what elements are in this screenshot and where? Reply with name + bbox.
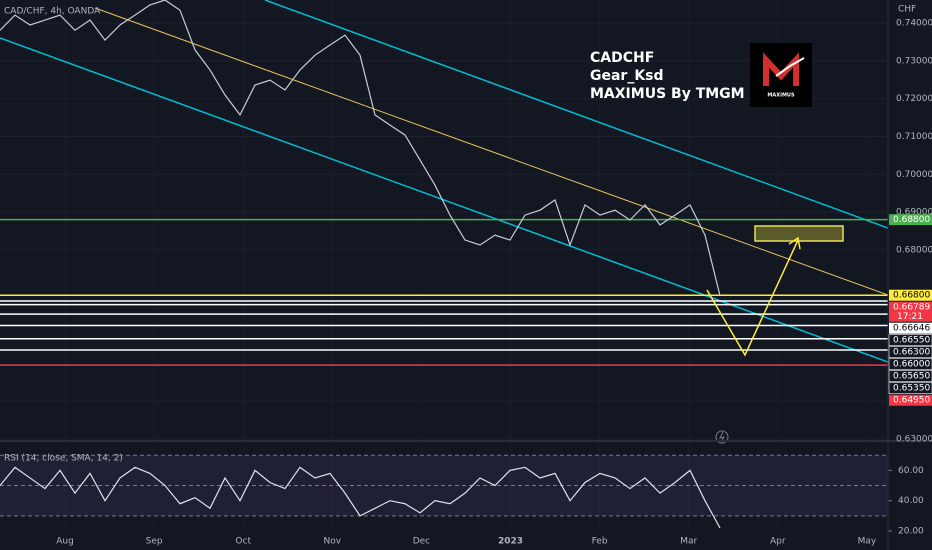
price-label: 0.66800 bbox=[893, 291, 930, 301]
projection-path bbox=[706, 239, 799, 357]
price-label: 0.64950 bbox=[893, 396, 930, 406]
annotation-line: Gear_Ksd bbox=[590, 68, 664, 84]
price-label-bg bbox=[888, 370, 932, 383]
x-tick-label: Oct bbox=[235, 537, 251, 547]
price-label: 0.66646 bbox=[893, 324, 930, 334]
price-label-bg bbox=[889, 394, 932, 406]
target-box bbox=[754, 225, 844, 242]
rsi-title: RSI (14, close, SMA, 14, 2) bbox=[4, 454, 123, 464]
channel-upper bbox=[264, 0, 888, 229]
axis-labels: 0.74000 0.73000 0.72000 0.71000 0.70000 0.690… bbox=[56, 19, 932, 547]
price-label-bg bbox=[889, 214, 932, 226]
logo: MAXIMUS bbox=[750, 43, 812, 107]
x-tick-label: Apr bbox=[770, 537, 786, 547]
price-label: 0.66550 bbox=[893, 336, 930, 346]
x-tick-label: Feb bbox=[592, 537, 608, 547]
price-label: 0.65650 bbox=[893, 372, 930, 382]
series-line bbox=[0, 0, 721, 296]
x-tick-label: Mar bbox=[680, 537, 697, 547]
x-tick-label: May bbox=[858, 537, 877, 547]
price-label-bg bbox=[889, 289, 932, 301]
trendline bbox=[94, 7, 888, 296]
x-tick-label: Aug bbox=[56, 537, 74, 547]
price-pane bbox=[0, 0, 721, 296]
logo-arrow bbox=[775, 57, 805, 77]
price-label-bg bbox=[888, 334, 932, 347]
y-tick-label: 0.74000 bbox=[896, 19, 932, 29]
price-label-bg bbox=[889, 301, 932, 322]
price-label-bg bbox=[888, 382, 932, 395]
icon-ring[interactable] bbox=[715, 430, 729, 444]
y-tick-label: 0.71000 bbox=[896, 132, 932, 142]
projection bbox=[706, 225, 844, 357]
price-label: 0.66000 bbox=[893, 360, 930, 370]
price-label-bg bbox=[888, 358, 932, 371]
drawings bbox=[0, 0, 888, 363]
channel-lower bbox=[0, 37, 888, 363]
arrow-head bbox=[788, 236, 801, 250]
y-tick-label: 0.69000 bbox=[896, 208, 932, 218]
rsi-tick-label: 40.00 bbox=[898, 496, 924, 506]
rsi-tick-label: 60.00 bbox=[898, 466, 924, 476]
levels bbox=[0, 218, 888, 366]
y-tick-label: 0.73000 bbox=[896, 56, 932, 66]
price-label: 0.66789 bbox=[893, 303, 930, 313]
price-label-bg bbox=[889, 322, 932, 334]
rsi-pane bbox=[0, 454, 892, 532]
icon-bolt[interactable] bbox=[719, 431, 726, 443]
x-tick-label: Nov bbox=[324, 537, 342, 547]
rsi-tick-label: 20.00 bbox=[898, 527, 924, 537]
price-label: 0.68800 bbox=[893, 215, 930, 225]
x-tick-label: Sep bbox=[146, 537, 163, 547]
y-tick-label: 0.68000 bbox=[896, 245, 932, 255]
annotation-line: CADCHF bbox=[590, 50, 654, 66]
y-tick-label: 0.63000 bbox=[896, 434, 932, 444]
unit-label: CHF bbox=[898, 5, 916, 15]
countdown: 17:21 bbox=[897, 312, 923, 322]
annotation: CADCHF Gear_Ksd MAXIMUS By TMGM bbox=[590, 50, 745, 102]
y-tick-label: 0.70000 bbox=[896, 170, 932, 180]
x-tick-label: 2023 bbox=[498, 537, 523, 547]
x-tick-label: Dec bbox=[413, 537, 430, 547]
chart-title: CAD/CHF, 4h, OANDA bbox=[4, 7, 101, 17]
y-tick-label: 0.72000 bbox=[896, 94, 932, 104]
logo-text: MAXIMUS bbox=[767, 93, 795, 99]
series-line bbox=[0, 466, 721, 529]
rsi-series bbox=[0, 466, 721, 529]
grid bbox=[0, 22, 888, 440]
price-label: 0.65350 bbox=[893, 384, 930, 394]
price-label: 0.66300 bbox=[893, 348, 930, 358]
logo-mark bbox=[763, 52, 799, 86]
flash-icon[interactable] bbox=[715, 430, 729, 444]
annotation-line: MAXIMUS By TMGM bbox=[590, 86, 745, 102]
price-label-bg bbox=[888, 346, 932, 359]
